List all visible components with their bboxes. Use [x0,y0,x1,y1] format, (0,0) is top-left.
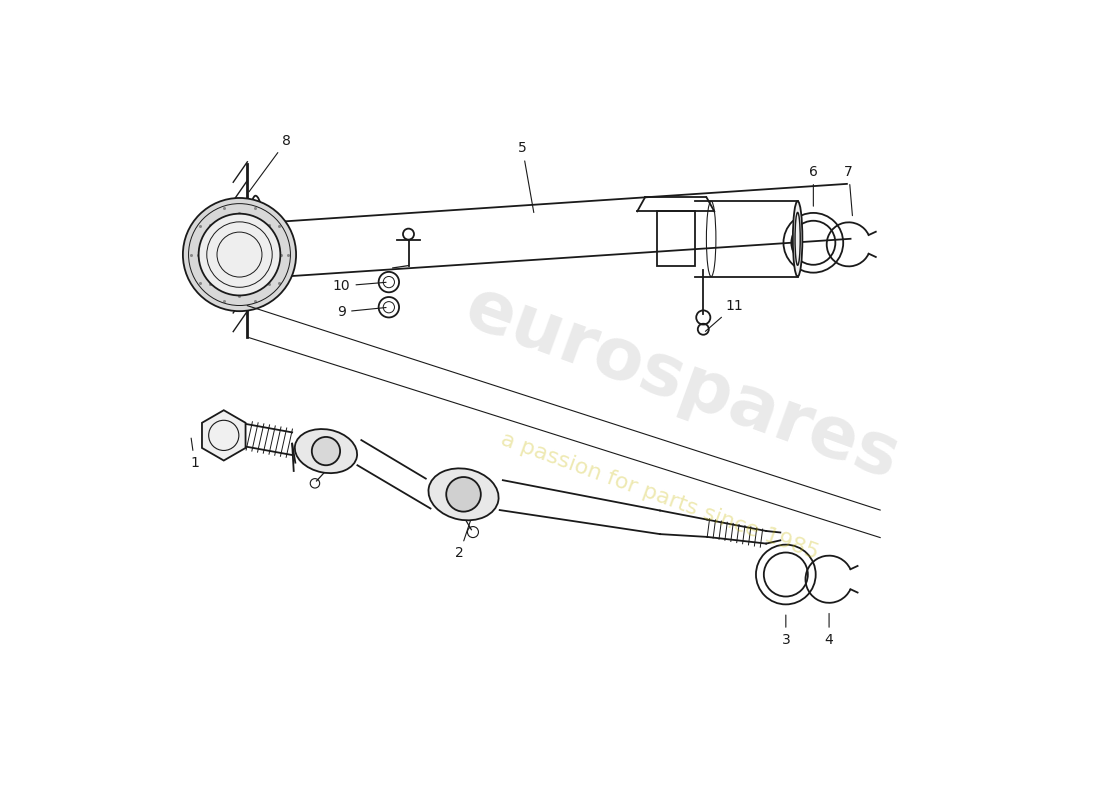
Circle shape [183,198,296,311]
Circle shape [311,437,340,466]
Circle shape [199,214,280,295]
Text: 7: 7 [845,165,854,216]
Ellipse shape [793,201,802,277]
Ellipse shape [429,468,498,520]
Text: 6: 6 [808,165,817,206]
Ellipse shape [295,429,358,473]
Text: 1: 1 [190,438,199,470]
Text: 8: 8 [249,134,292,192]
Circle shape [447,477,481,512]
Text: eurospares: eurospares [455,274,909,494]
Text: 3: 3 [781,615,790,646]
Text: 5: 5 [518,142,534,213]
Text: 4: 4 [825,614,834,646]
Text: 2: 2 [455,521,471,560]
Text: 11: 11 [705,298,744,331]
Text: a passion for parts since 1985: a passion for parts since 1985 [498,429,822,563]
Text: 9: 9 [338,305,386,319]
Text: 10: 10 [333,279,386,293]
